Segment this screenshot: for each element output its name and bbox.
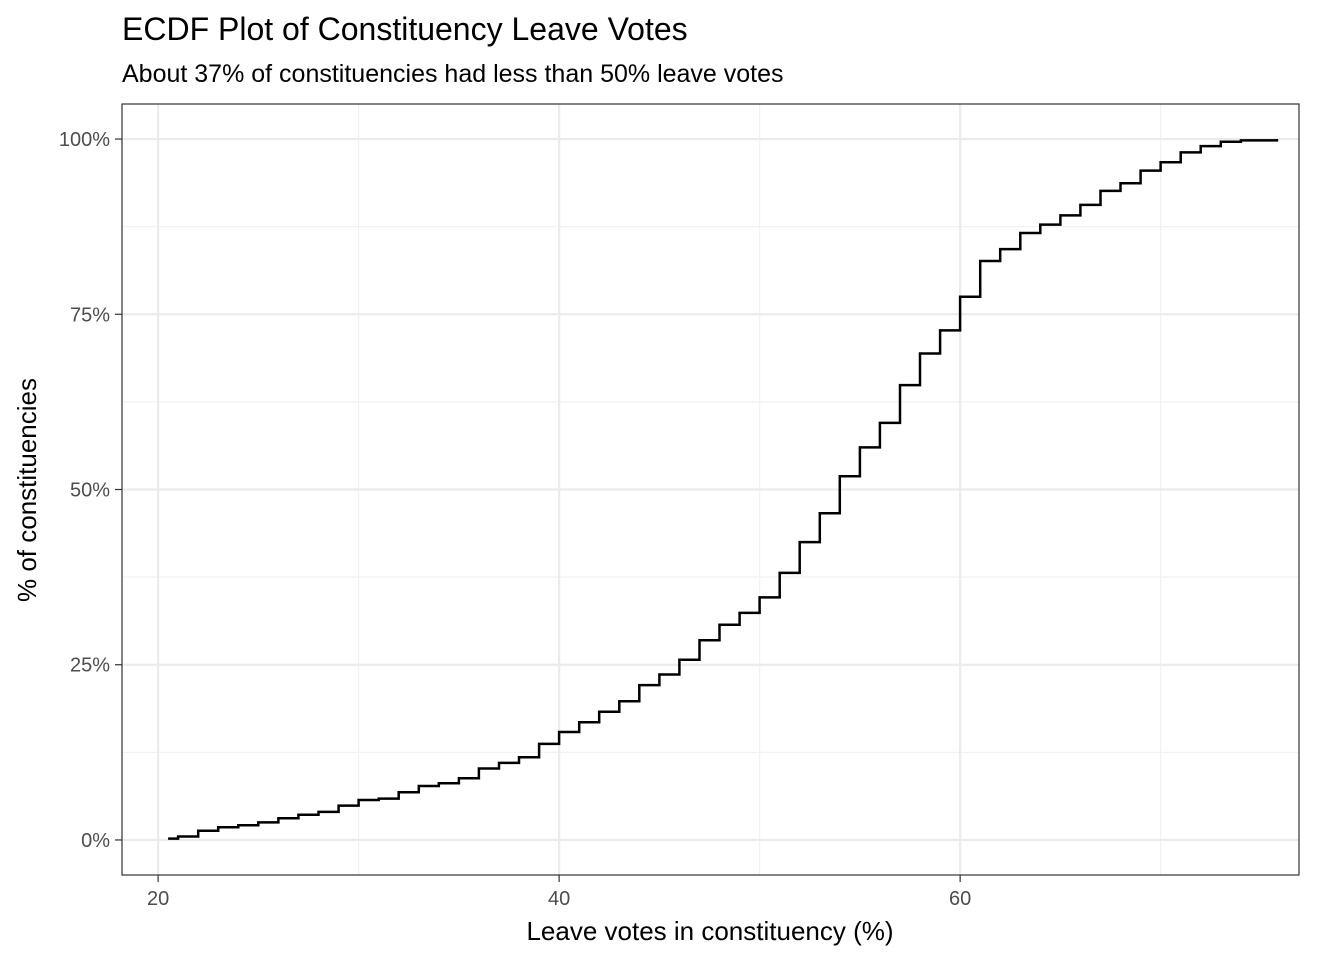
x-axis-title: Leave votes in constituency (%): [526, 916, 893, 946]
y-tick-label: 25%: [70, 655, 110, 677]
x-tick-label: 20: [147, 888, 169, 910]
chart-title: ECDF Plot of Constituency Leave Votes: [122, 11, 688, 47]
x-tick-label: 60: [949, 888, 971, 910]
x-axis: 20 40 60: [147, 875, 971, 910]
y-tick-label: 75%: [70, 304, 110, 326]
y-axis: 0% 25% 50% 75% 100%: [59, 129, 122, 852]
ecdf-line: [168, 139, 1279, 840]
y-tick-label: 50%: [70, 480, 110, 502]
grid-major: [122, 104, 1299, 875]
chart-subtitle: About 37% of constituencies had less tha…: [122, 60, 784, 88]
y-axis-title: % of constituencies: [12, 378, 42, 602]
y-tick-label: 0%: [81, 830, 110, 852]
y-tick-label: 100%: [59, 129, 110, 151]
x-tick-label: 40: [548, 888, 570, 910]
